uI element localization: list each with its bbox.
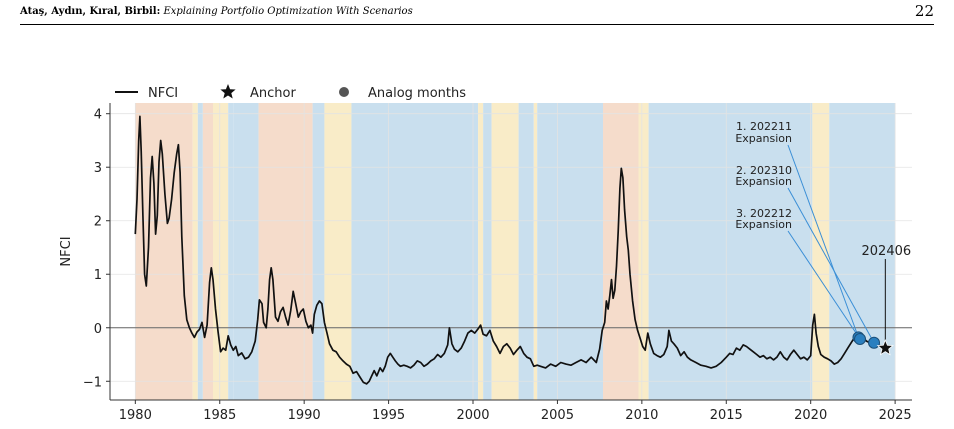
regime-band-expansion	[351, 103, 479, 400]
y-axis-label: NFCI	[59, 236, 74, 266]
regime-band-slowdown	[491, 103, 519, 400]
axes: −1 0 1 2 3 4 1980 1985 1990 1995 2000 2005 2010 2015 2…	[59, 103, 912, 423]
regime-band-expansion	[537, 103, 604, 400]
analog-regime-label: Expansion	[735, 218, 792, 231]
x-tick-label: 2020	[794, 408, 827, 423]
regime-band-expansion	[228, 103, 234, 400]
regime-band-contraction	[258, 103, 313, 400]
analog-callout-line	[787, 230, 861, 340]
regime-band-slowdown	[533, 103, 538, 400]
header-authors: Ataş, Aydın, Kıral, Birbil:	[20, 6, 161, 17]
anchor-label: 202406	[862, 244, 912, 259]
regime-band-expansion	[518, 103, 534, 400]
analog-rank-label: 3. 202212	[736, 207, 792, 220]
x-tick-label: 2000	[456, 408, 489, 423]
regime-band-slowdown	[324, 103, 352, 400]
legend-nfci-label: NFCI	[148, 86, 178, 101]
regime-band-expansion	[483, 103, 492, 400]
x-tick-label: 2005	[541, 408, 574, 423]
x-tick-label: 1995	[372, 408, 405, 423]
y-tick-label: 0	[94, 322, 102, 337]
regime-band-expansion	[648, 103, 813, 400]
nfci-series-line	[134, 115, 886, 385]
analog-month-point	[868, 336, 881, 349]
analog-callout-line	[787, 144, 859, 338]
legend-anchor-star-icon	[220, 84, 236, 99]
regime-band-slowdown	[192, 103, 198, 400]
x-tick-label: 1985	[203, 408, 236, 423]
series-layer	[134, 115, 886, 385]
analog-month-point	[853, 332, 866, 345]
analog-rank-label: 1. 202211	[736, 120, 792, 133]
x-tick-label: 2025	[879, 408, 912, 423]
analog-rank-label: 2. 202310	[736, 164, 792, 177]
running-head: Ataş, Aydın, Kıral, Birbil: Explaining P…	[20, 6, 413, 17]
x-tick-label: 2015	[710, 408, 743, 423]
y-tick-label: 4	[94, 108, 102, 123]
x-tick-label: 1980	[119, 408, 152, 423]
legend-anchor-label: Anchor	[250, 86, 296, 101]
regime-band-expansion	[197, 103, 203, 400]
legend: NFCI Anchor Analog months	[115, 84, 466, 101]
regime-band-contraction	[603, 103, 639, 400]
page-number: 22	[914, 2, 934, 20]
analog-regime-label: Expansion	[735, 132, 792, 145]
regime-band-expansion	[233, 103, 259, 400]
regime-band-slowdown	[478, 103, 484, 400]
regime-band-slowdown	[212, 103, 229, 400]
page-header: Ataş, Aydın, Kıral, Birbil: Explaining P…	[20, 2, 934, 25]
legend-analog-label: Analog months	[368, 86, 466, 101]
regime-band-expansion	[312, 103, 325, 400]
header-title: Explaining Portfolio Optimization With S…	[163, 6, 413, 17]
regime-band-contraction	[202, 103, 213, 400]
legend-analog-dot-icon	[339, 87, 349, 97]
x-tick-label: 2010	[625, 408, 658, 423]
analog-callout-line	[787, 187, 875, 343]
y-tick-label: 2	[94, 215, 102, 230]
y-tick-label: 3	[94, 161, 102, 176]
regime-band-slowdown	[812, 103, 830, 400]
y-tick-label: 1	[94, 268, 102, 283]
regime-band-slowdown	[638, 103, 649, 400]
analog-regime-label: Expansion	[735, 175, 792, 188]
anchor-star-marker	[876, 339, 894, 356]
x-tick-label: 1990	[288, 408, 321, 423]
grid-lines	[110, 103, 912, 400]
y-tick-label: −1	[83, 375, 102, 390]
